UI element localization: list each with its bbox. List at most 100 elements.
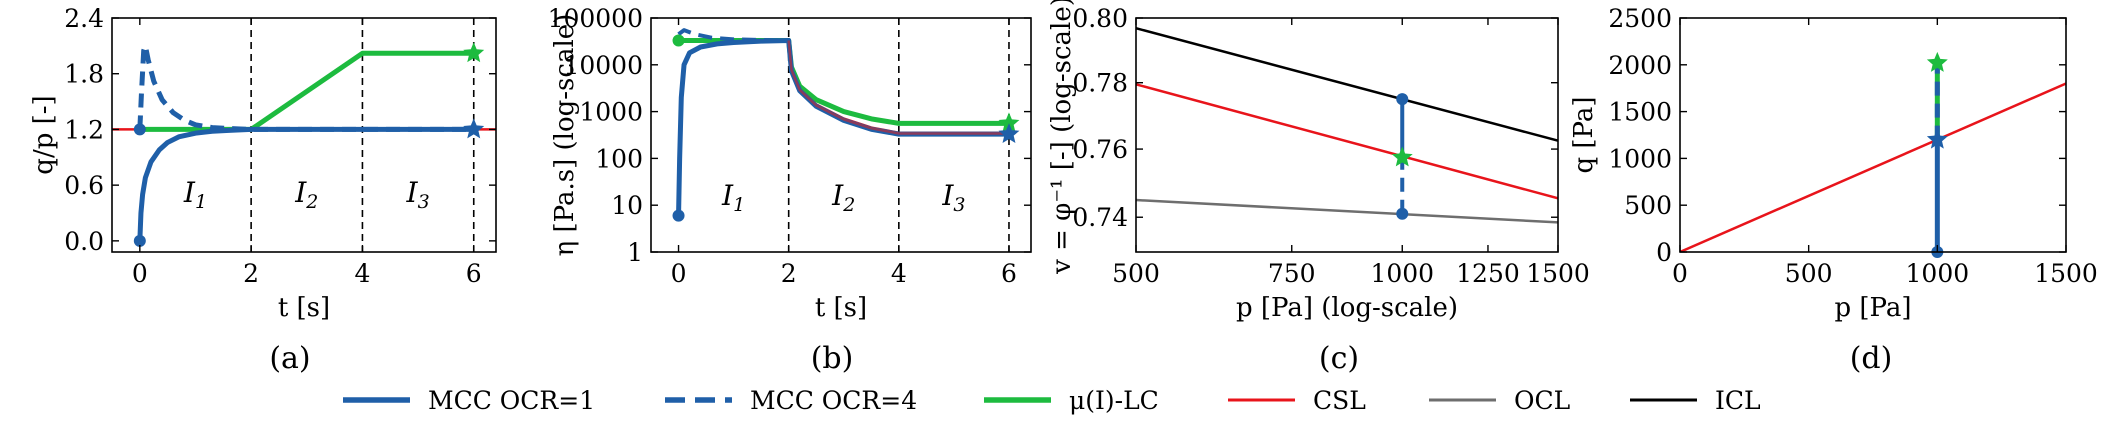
y-tick-label: 0 bbox=[1656, 238, 1672, 267]
legend-label: MCC OCR=4 bbox=[750, 386, 917, 415]
legend-label: μ(I)-LC bbox=[1069, 386, 1159, 415]
y-tick-label: 0.74 bbox=[1072, 203, 1128, 232]
end-point-mcc-ocr-1 bbox=[1926, 128, 1948, 149]
x-tick-label: 750 bbox=[1268, 259, 1316, 288]
x-tick-label: 0 bbox=[132, 259, 148, 288]
series-csl bbox=[1136, 83, 1558, 200]
series-group bbox=[112, 43, 496, 241]
x-axis-label: t [s] bbox=[278, 293, 330, 323]
series-group bbox=[1136, 27, 1558, 224]
y-tick-label: 1.2 bbox=[64, 115, 104, 144]
y-tick-label: 10000 bbox=[563, 51, 643, 80]
y-tick-label: 1 bbox=[627, 238, 643, 267]
series-ocl bbox=[1136, 198, 1558, 224]
start-point-i-lc bbox=[672, 34, 685, 47]
legend-item-ocl: OCL bbox=[1429, 386, 1570, 415]
legend-item-mcc-ocr-1: MCC OCR=1 bbox=[343, 386, 595, 415]
x-tick-label: 1000 bbox=[1370, 259, 1434, 288]
x-tick-label: 0 bbox=[671, 259, 687, 288]
x-axis-label: p [Pa] (log-scale) bbox=[1236, 293, 1458, 323]
region-label: I3 bbox=[941, 179, 965, 216]
panel-d: 0 500 1000 1500 0 500 1000 1500 2000 2500 p [Pa] q … bbox=[1569, 4, 2098, 376]
legend-item-mcc-ocr-4: MCC OCR=4 bbox=[665, 386, 917, 415]
series-mcc-ocr-1 bbox=[137, 126, 474, 241]
end-point-mcc-ocr-1 bbox=[998, 123, 1020, 144]
y-tick-label: 100 bbox=[595, 144, 643, 173]
x-tick-label: 1000 bbox=[1906, 259, 1970, 288]
series-overlay bbox=[787, 40, 1009, 135]
legend-item-i-lc: μ(I)-LC bbox=[984, 386, 1159, 415]
y-tick-label: 500 bbox=[1624, 191, 1672, 220]
x-tick-label: 6 bbox=[466, 259, 482, 288]
end-point-mcc-ocr-4 bbox=[463, 118, 485, 139]
y-tick-label: 0.80 bbox=[1072, 4, 1128, 33]
series-group bbox=[676, 28, 1009, 216]
legend-label: CSL bbox=[1313, 386, 1366, 415]
series-group bbox=[1680, 55, 2066, 252]
y-tick-label: 1.8 bbox=[64, 60, 104, 89]
y-tick-label: 100000 bbox=[548, 4, 643, 33]
series-icl bbox=[1136, 27, 1558, 142]
region-label: I1 bbox=[183, 176, 207, 213]
legend-label: ICL bbox=[1715, 386, 1761, 415]
y-axis-label: η [Pa.s] (log-scale) bbox=[550, 14, 580, 257]
x-tick-label: 1250 bbox=[1456, 259, 1520, 288]
x-tick-label: 4 bbox=[354, 259, 370, 288]
marker-group bbox=[672, 34, 1020, 222]
y-tick-label: 1500 bbox=[1608, 98, 1672, 127]
legend-label: OCL bbox=[1514, 386, 1570, 415]
x-tick-label: 2 bbox=[781, 259, 797, 288]
marker-group bbox=[133, 42, 485, 247]
series-i-lc bbox=[678, 38, 1009, 126]
y-tick-label: 2.4 bbox=[64, 4, 104, 33]
y-tick-label: 0.6 bbox=[64, 171, 104, 200]
start-point-mcc-ocr-4 bbox=[133, 123, 146, 136]
plot-frame bbox=[650, 17, 1032, 253]
series-csl bbox=[1680, 82, 2066, 252]
y-axis-label: q/p [-] bbox=[29, 95, 59, 174]
y-axis-label: v = φ⁻¹ [-] (log-scale) bbox=[1047, 0, 1077, 275]
region-label: I2 bbox=[294, 176, 318, 213]
panel-b: I1 I2 I3 0 2 4 6 1 10 100 1000 10000 100000 t [s] η [P… bbox=[548, 4, 1032, 376]
x-tick-label: 0 bbox=[1672, 259, 1688, 288]
start-point-mcc-ocr-4 bbox=[1396, 207, 1409, 220]
y-tick-label: 2000 bbox=[1608, 51, 1672, 80]
x-tick-label: 500 bbox=[1785, 259, 1833, 288]
series-i-lc bbox=[139, 50, 474, 132]
series-mcc-ocr-4 bbox=[137, 43, 474, 132]
panel-caption: (b) bbox=[811, 341, 854, 376]
x-tick-label: 500 bbox=[1112, 259, 1160, 288]
start-point-mcc-ocr-1 bbox=[1396, 93, 1409, 106]
x-axis-label: t [s] bbox=[815, 293, 867, 323]
x-tick-label: 4 bbox=[891, 259, 907, 288]
panel-caption: (d) bbox=[1850, 341, 1893, 376]
marker-group bbox=[1391, 93, 1413, 220]
panel-c: 500 750 1000 1250 1500 0.74 0.76 0.78 0.80 p [Pa]… bbox=[1047, 0, 1590, 376]
y-tick-label: 1000 bbox=[579, 98, 643, 127]
y-tick-label: 1000 bbox=[1608, 144, 1672, 173]
panel-caption: (a) bbox=[269, 341, 310, 376]
plot-frame bbox=[1135, 17, 1559, 253]
legend-item-icl: ICL bbox=[1630, 386, 1761, 415]
x-tick-label: 1500 bbox=[1526, 259, 1590, 288]
end-point-i-lc bbox=[463, 42, 485, 63]
x-axis-label: p [Pa] bbox=[1834, 293, 1911, 323]
x-tick-label: 6 bbox=[1001, 259, 1017, 288]
region-label: I2 bbox=[831, 179, 855, 216]
y-axis-label: q [Pa] bbox=[1569, 96, 1599, 173]
plot-frame bbox=[1679, 17, 2067, 253]
panel-a: I1 I2 I3 0 2 4 6 0.0 0.6 1.2 1.8 2.4 t [s] q/p [-] (a) bbox=[29, 4, 497, 376]
x-tick-label: 2 bbox=[243, 259, 259, 288]
y-tick-label: 2500 bbox=[1608, 4, 1672, 33]
end-point-i-lc bbox=[1926, 51, 1948, 72]
y-tick-label: 0.78 bbox=[1072, 69, 1128, 98]
end-point-i-lc bbox=[1391, 146, 1413, 167]
start-point-mcc-ocr-1 bbox=[672, 209, 685, 222]
legend: MCC OCR=1 MCC OCR=4 μ(I)-LC CSL OCL ICL bbox=[343, 386, 1761, 415]
legend-label: MCC OCR=1 bbox=[428, 386, 595, 415]
panel-caption: (c) bbox=[1319, 341, 1359, 376]
y-tick-label: 0.76 bbox=[1072, 135, 1128, 164]
end-point-i-lc bbox=[998, 112, 1020, 133]
x-tick-label: 1500 bbox=[2034, 259, 2098, 288]
